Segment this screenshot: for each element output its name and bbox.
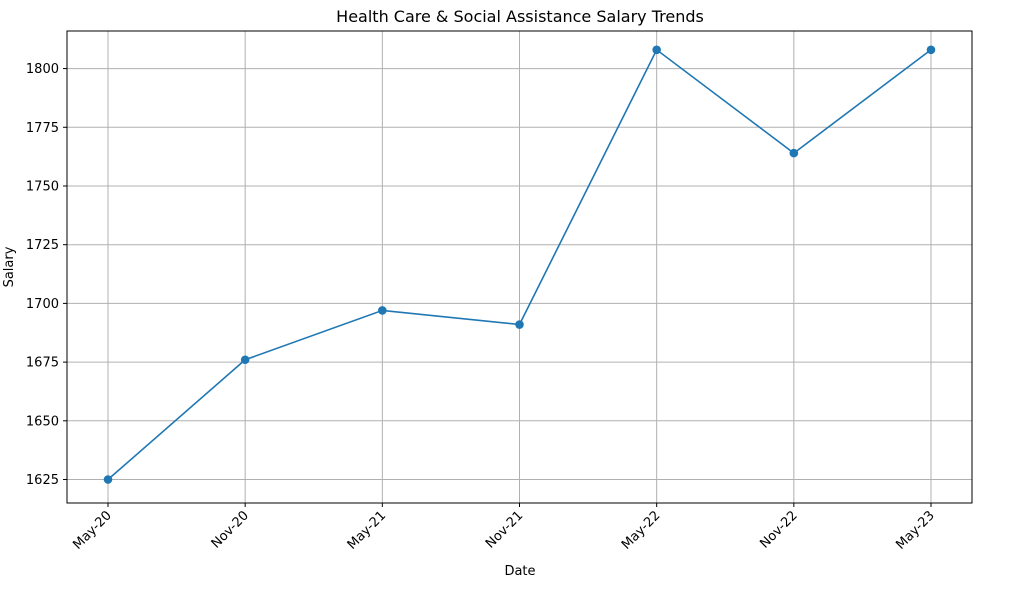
x-tick-label: May-21 [345, 508, 389, 552]
data-point [103, 475, 113, 484]
series-layer [103, 45, 936, 484]
y-tick-label: 1675 [26, 356, 59, 371]
grid-layer [67, 31, 972, 503]
y-axis-label: Salary [2, 246, 17, 287]
chart-title: Health Care & Social Assistance Salary T… [336, 7, 704, 26]
data-point [240, 355, 250, 365]
y-tick-label: 1625 [26, 473, 59, 488]
y-tick-label: 1725 [26, 238, 59, 253]
y-tick-label: 1650 [26, 414, 59, 429]
y-axis: 1625 1650 1675 1700 1725 1750 1775 1800 [26, 62, 67, 488]
data-point [378, 306, 387, 315]
data-point [652, 45, 661, 55]
x-tick-label: Nov-21 [483, 508, 526, 551]
x-tick-label: May-22 [619, 508, 663, 552]
x-axis: May-20 Nov-20 May-21 Nov-21 May-22 Nov-22 May-… [70, 503, 938, 553]
x-axis-label: Date [504, 564, 535, 579]
x-tick-label: May-20 [70, 508, 114, 552]
x-tick-label: Nov-20 [209, 508, 252, 551]
data-point [515, 320, 524, 329]
x-tick-label: Nov-22 [757, 508, 800, 551]
data-point [789, 148, 799, 158]
data-point [926, 45, 936, 55]
y-tick-label: 1800 [26, 62, 59, 77]
y-tick-label: 1750 [26, 179, 59, 194]
y-tick-label: 1700 [26, 297, 59, 312]
y-tick-label: 1775 [26, 121, 59, 136]
x-tick-label: May-23 [893, 508, 937, 552]
